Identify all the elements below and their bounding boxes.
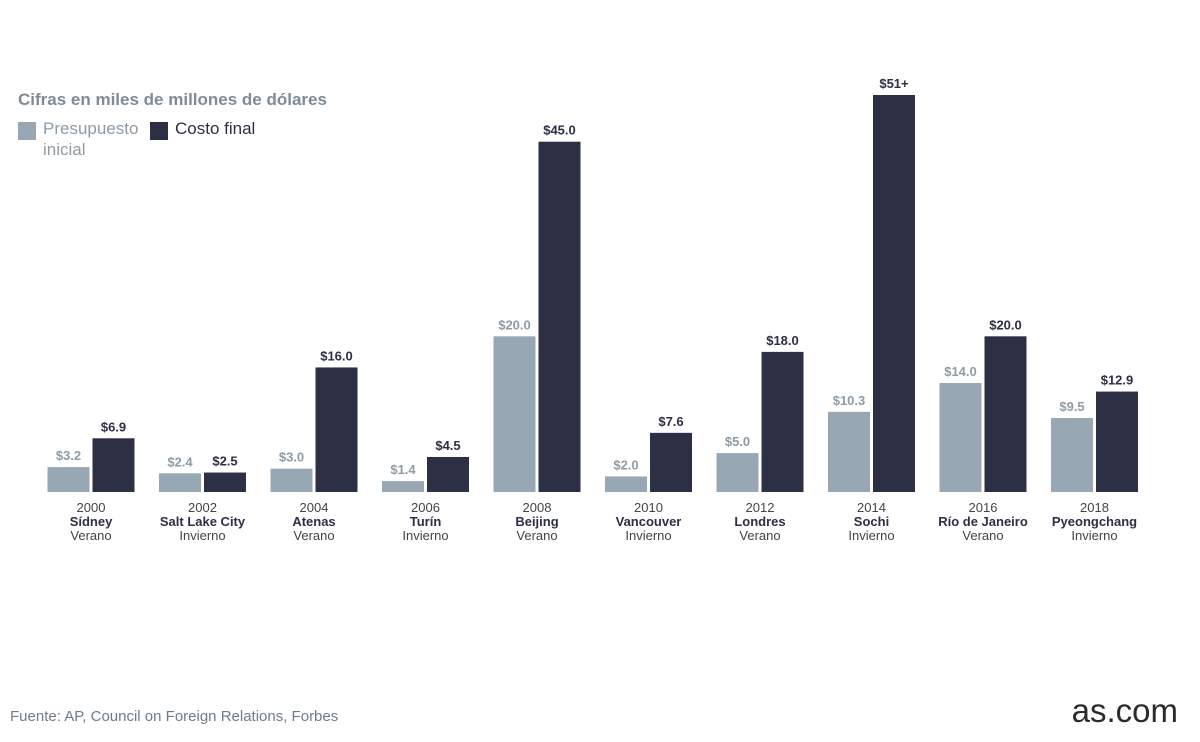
- bar-costo-final: [204, 472, 246, 492]
- legend-label-costo-final: Costo final: [175, 119, 256, 138]
- tick-label-year: 2016: [969, 500, 998, 515]
- tick-label-year: 2008: [523, 500, 552, 515]
- chart-subtitle: Cifras en miles de millones de dólares: [18, 90, 327, 109]
- data-label-costo-final: $4.5: [435, 438, 460, 453]
- bar-costo-final: [538, 141, 581, 493]
- tick-label-city: Sídney: [70, 514, 113, 529]
- tick-label-city: Turín: [410, 514, 442, 529]
- bar-costo-final: [761, 351, 804, 492]
- legend-item-presupuesto: Presupuesto inicial: [18, 118, 153, 160]
- data-label-costo-final: $12.9: [1101, 373, 1134, 388]
- tick-label-city: Atenas: [292, 514, 335, 529]
- legend-item-costo-final: Costo final: [150, 118, 256, 140]
- brand-logo: as.com: [1071, 692, 1178, 729]
- tick-label-season: Invierno: [1071, 528, 1117, 543]
- legend-swatch-presupuesto: [18, 122, 36, 140]
- bar-presupuesto: [493, 336, 536, 492]
- tick-label-season: Invierno: [179, 528, 225, 543]
- tick-label-year: 2006: [411, 500, 440, 515]
- tick-label-city: Londres: [734, 514, 785, 529]
- tick-label-year: 2010: [634, 500, 663, 515]
- bar-presupuesto: [382, 481, 424, 492]
- tick-label-city: Pyeongchang: [1052, 514, 1137, 529]
- tick-label-season: Verano: [70, 528, 111, 543]
- bar-presupuesto: [605, 476, 647, 492]
- data-label-costo-final: $6.9: [101, 419, 126, 434]
- bar-costo-final: [873, 95, 915, 492]
- bar-presupuesto: [1051, 418, 1093, 492]
- data-label-presupuesto: $2.0: [613, 457, 638, 472]
- tick-label-season: Verano: [739, 528, 780, 543]
- bar-costo-final: [427, 456, 469, 492]
- tick-label-year: 2014: [857, 500, 886, 515]
- tick-label-season: Verano: [293, 528, 334, 543]
- source-note: Fuente: AP, Council on Foreign Relations…: [10, 708, 339, 725]
- data-label-costo-final: $18.0: [766, 333, 799, 348]
- tick-label-season: Verano: [516, 528, 557, 543]
- bar-presupuesto: [270, 468, 313, 492]
- bar-presupuesto: [716, 453, 759, 492]
- bar-costo-final: [650, 432, 692, 492]
- data-label-costo-final: $51+: [879, 76, 909, 91]
- data-label-presupuesto: $9.5: [1059, 399, 1084, 414]
- tick-label-city: Vancouver: [616, 514, 682, 529]
- tick-label-city: Beijing: [515, 514, 558, 529]
- tick-label-year: 2002: [188, 500, 217, 515]
- tick-label-season: Verano: [962, 528, 1003, 543]
- legend-swatch-costo-final: [150, 122, 168, 140]
- bar-presupuesto: [828, 411, 870, 492]
- tick-label-year: 2000: [77, 500, 106, 515]
- data-label-costo-final: $16.0: [320, 348, 353, 363]
- tick-label-season: Invierno: [848, 528, 894, 543]
- data-label-presupuesto: $3.2: [56, 448, 81, 463]
- tick-label-city: Salt Lake City: [160, 514, 246, 529]
- data-label-presupuesto: $14.0: [944, 364, 977, 379]
- legend-label-presupuesto: Presupuesto inicial: [43, 119, 139, 159]
- bar-costo-final: [92, 438, 135, 492]
- data-label-costo-final: $7.6: [658, 414, 683, 429]
- tick-label-city: Río de Janeiro: [938, 514, 1028, 529]
- data-label-presupuesto: $2.4: [167, 454, 193, 469]
- bar-presupuesto: [159, 473, 201, 492]
- bar-costo-final: [315, 367, 358, 492]
- data-label-costo-final: $2.5: [212, 454, 237, 469]
- data-label-costo-final: $45.0: [543, 123, 576, 138]
- data-label-presupuesto: $20.0: [498, 317, 531, 332]
- data-label-presupuesto: $1.4: [390, 462, 416, 477]
- data-label-presupuesto: $3.0: [279, 450, 304, 465]
- bar-presupuesto: [939, 383, 982, 492]
- bar-costo-final: [1096, 391, 1138, 492]
- tick-label-city: Sochi: [854, 514, 889, 529]
- bar-presupuesto: [47, 467, 90, 492]
- tick-label-year: 2004: [300, 500, 329, 515]
- tick-label-season: Invierno: [402, 528, 448, 543]
- tick-label-season: Invierno: [625, 528, 671, 543]
- tick-label-year: 2018: [1080, 500, 1109, 515]
- data-label-presupuesto: $10.3: [833, 393, 866, 408]
- tick-label-year: 2012: [746, 500, 775, 515]
- data-label-presupuesto: $5.0: [725, 434, 750, 449]
- data-label-costo-final: $20.0: [989, 317, 1022, 332]
- bar-costo-final: [984, 336, 1027, 492]
